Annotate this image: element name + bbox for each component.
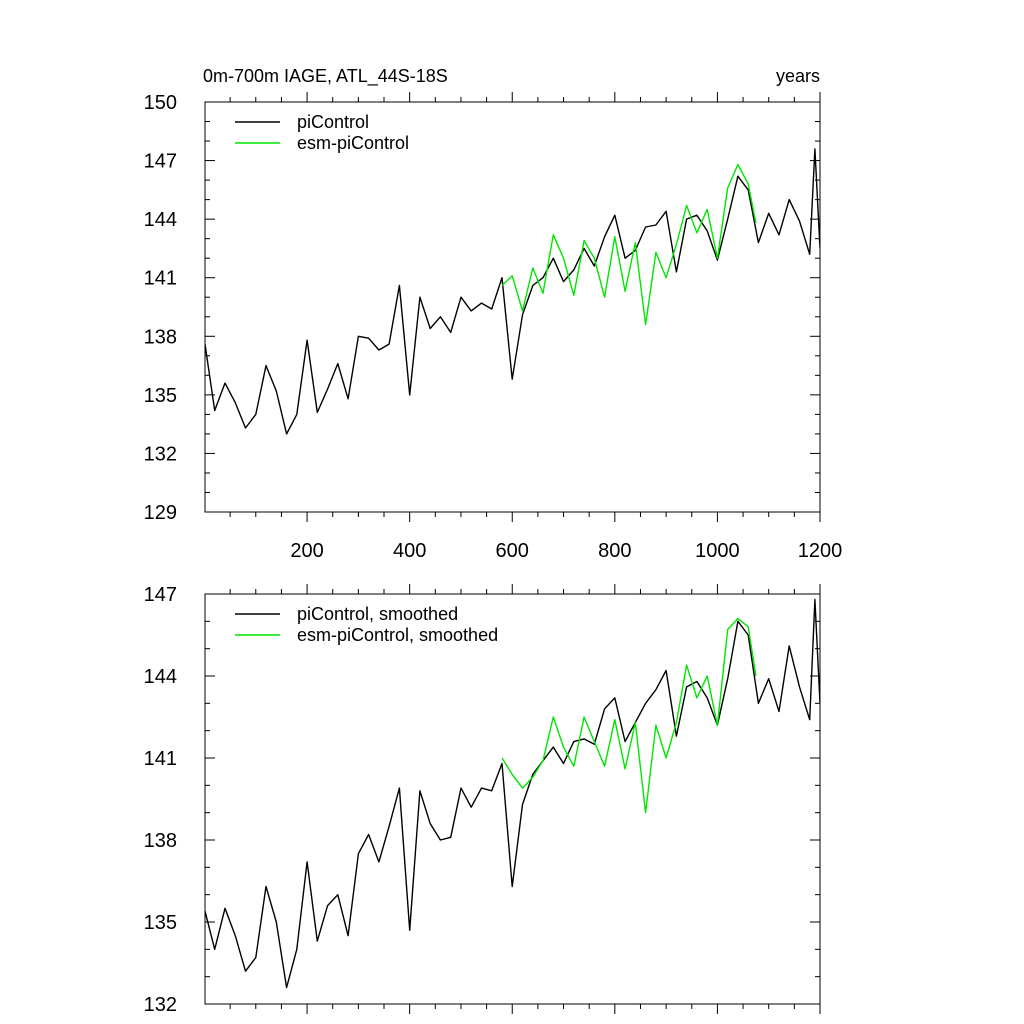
y-tick-label: 132: [144, 443, 177, 465]
y-tick-label: 144: [144, 209, 177, 231]
y-tick-label: 141: [144, 268, 177, 290]
y-tick-label: 138: [144, 326, 177, 348]
legend-label: piControl: [297, 112, 369, 132]
x-tick-label: 1200: [798, 540, 843, 562]
y-tick-label: 135: [144, 912, 177, 934]
top-panel: 129 132 135 138 141 144 147 150 200 400 600 800 1000…: [144, 92, 843, 562]
legend-label: esm-piControl: [297, 133, 409, 153]
y-tick-label: 138: [144, 830, 177, 852]
plot-frame: [204, 101, 821, 513]
series-line-picontrol: [205, 148, 820, 435]
bottom-panel: 132 135 138 141 144 147 piControl, smoothedesm…: [144, 584, 821, 1016]
y-tick-label: 150: [144, 92, 177, 114]
chart-title: 0m-700m IAGE, ATL_44S-18S: [203, 66, 448, 87]
y-tick-label: 141: [144, 748, 177, 770]
series-line-esm-picontrol-smoothed: [501, 617, 757, 814]
y-tick-label: 147: [144, 584, 177, 606]
y-tick-label: 135: [144, 385, 177, 407]
x-tick-label: 1000: [695, 540, 740, 562]
x-tick-label: 400: [393, 540, 426, 562]
x-tick-label: 800: [598, 540, 631, 562]
series-line-picontrol-smoothed: [205, 598, 820, 989]
y-tick-label: 132: [144, 994, 177, 1016]
x-tick-label: 200: [290, 540, 323, 562]
y-tick-label: 129: [144, 502, 177, 524]
legend-label: piControl, smoothed: [297, 604, 458, 624]
y-tick-label: 144: [144, 666, 177, 688]
y-tick-label: 147: [144, 151, 177, 173]
x-tick-label: 600: [496, 540, 529, 562]
x-units-label: years: [776, 66, 820, 86]
series-line-esm-picontrol: [501, 163, 757, 326]
legend-label: esm-piControl, smoothed: [297, 625, 498, 645]
